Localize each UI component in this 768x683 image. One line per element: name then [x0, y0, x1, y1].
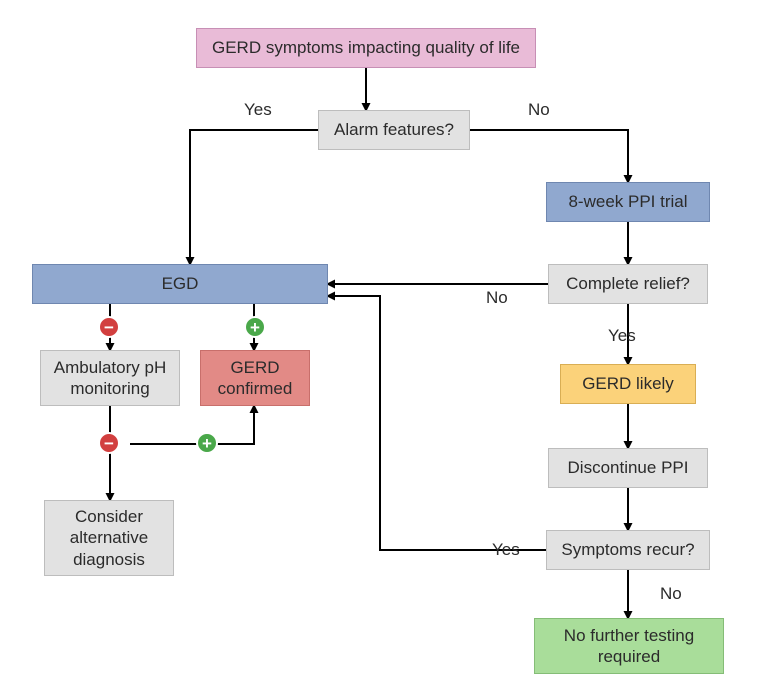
lbl-yes-recur: Yes	[492, 540, 520, 560]
node-nofurther: No further testing required	[534, 618, 724, 674]
node-consider: Consider alternative diagnosis	[44, 500, 174, 576]
node-confirmed: GERD confirmed	[200, 350, 310, 406]
node-relief: Complete relief?	[548, 264, 708, 304]
b-amb-minus-minus-icon: −	[98, 432, 120, 454]
node-ppi: 8-week PPI trial	[546, 182, 710, 222]
node-start: GERD symptoms impacting quality of life	[196, 28, 536, 68]
node-likely: GERD likely	[560, 364, 696, 404]
node-discont: Discontinue PPI	[548, 448, 708, 488]
lbl-no-relief: No	[486, 288, 508, 308]
e-alarm-no	[470, 130, 628, 182]
node-alarm: Alarm features?	[318, 110, 470, 150]
lbl-no-recur: No	[660, 584, 682, 604]
node-amb: Ambulatory pH monitoring	[40, 350, 180, 406]
lbl-no-alarm: No	[528, 100, 550, 120]
b-egd-minus-minus-icon: −	[98, 316, 120, 338]
b-egd-plus-plus-icon: +	[244, 316, 266, 338]
b-amb-plus-plus-icon: +	[196, 432, 218, 454]
e-amb-conf	[130, 406, 254, 444]
node-egd: EGD	[32, 264, 328, 304]
e-recur-yes	[328, 296, 546, 550]
node-recur: Symptoms recur?	[546, 530, 710, 570]
edges-layer	[0, 0, 768, 683]
lbl-yes-alarm: Yes	[244, 100, 272, 120]
e-alarm-yes	[190, 130, 318, 264]
flowchart-canvas: GERD symptoms impacting quality of life A…	[0, 0, 768, 683]
lbl-yes-relief: Yes	[608, 326, 636, 346]
